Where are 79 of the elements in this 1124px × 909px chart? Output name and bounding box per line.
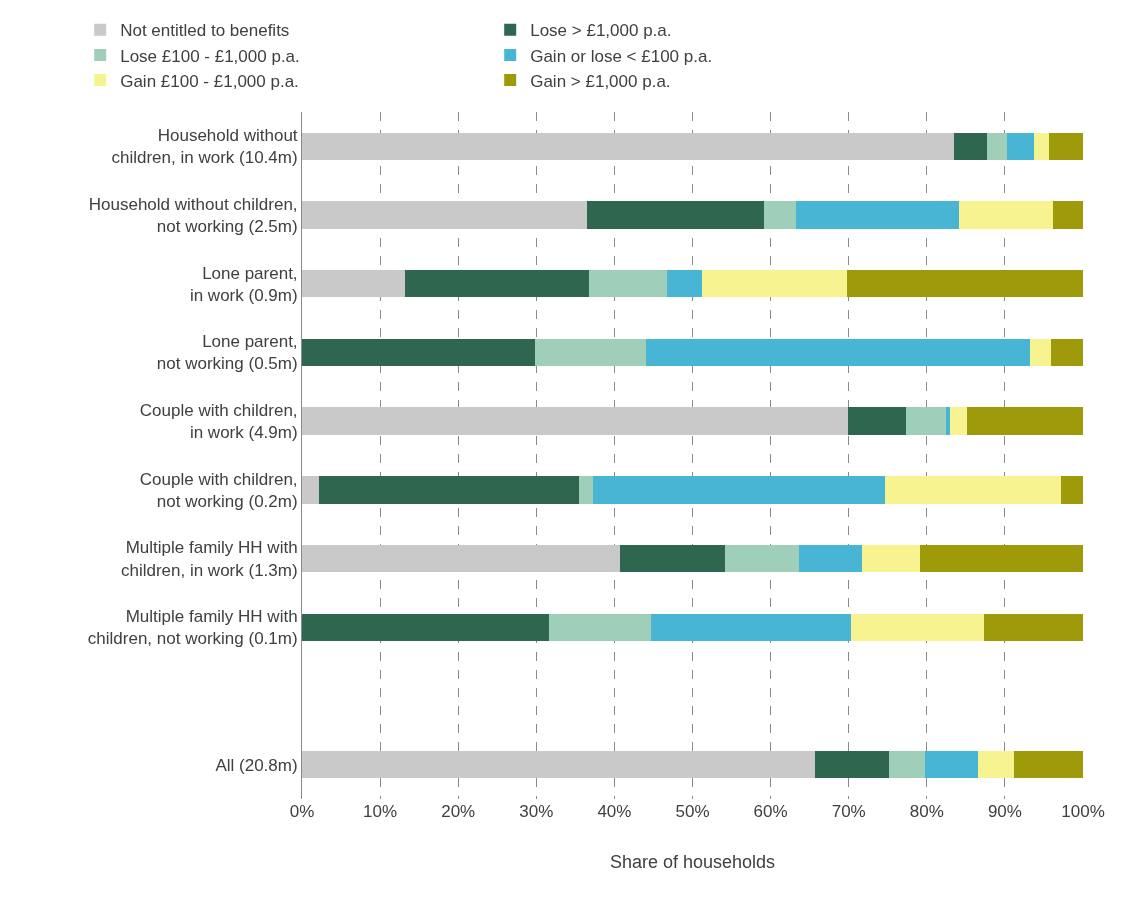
bar [725, 544, 799, 573]
bar [847, 270, 1083, 298]
bar [1050, 338, 1083, 367]
bar [302, 132, 955, 161]
bar [905, 407, 947, 435]
bar [851, 613, 984, 641]
bar [319, 476, 580, 504]
x-tick-label: 20% [441, 802, 476, 821]
y-tick-label: Lone parent, in work (0.9m) [189, 263, 298, 305]
bar [302, 544, 620, 573]
bar [919, 544, 1083, 573]
legend-label: Gain > £1,000 p.a. [530, 71, 671, 91]
bar [588, 270, 667, 298]
bar [701, 270, 848, 298]
y-tick-label: All (20.8m) [215, 755, 298, 775]
bar [1061, 476, 1083, 504]
bar [796, 201, 959, 229]
bar [548, 613, 652, 641]
bar [861, 544, 920, 573]
y-tick-label: Multiple family HH with children, in work (1.3m) [120, 538, 298, 580]
bar [651, 613, 852, 641]
x-tick-label: 30% [519, 802, 554, 821]
y-tick-label: Couple with children, not working (0.2m) [139, 469, 298, 511]
bar [302, 407, 848, 435]
bar [986, 132, 1008, 161]
bar [847, 407, 906, 435]
bar [587, 201, 765, 229]
x-tick-label: 50% [675, 802, 710, 821]
bar [302, 201, 588, 229]
bar [764, 201, 797, 229]
bar [1014, 750, 1083, 779]
x-tick-label: 90% [987, 802, 1022, 821]
x-tick-label: 40% [597, 802, 632, 821]
bar [405, 270, 589, 298]
x-axis-title: Share of households [609, 852, 776, 873]
bar [302, 476, 320, 504]
bar [1053, 201, 1083, 229]
legend-label: Gain £100 - £1,000 p.a. [120, 71, 299, 91]
legend-label: Lose > £1,000 p.a. [530, 21, 672, 41]
legend-label: Gain or lose < £100 p.a. [530, 46, 713, 66]
legend-label: Not entitled to benefits [120, 21, 290, 41]
y-tick-label: Household without children, not working (2.5m) [88, 194, 298, 237]
bar [1048, 132, 1083, 161]
bar [925, 750, 979, 779]
bar [983, 613, 1083, 641]
bar [302, 270, 406, 298]
bar [798, 544, 862, 573]
x-tick-label: 70% [831, 802, 866, 821]
bar [534, 338, 646, 367]
bar [302, 750, 816, 779]
bar [302, 613, 549, 641]
y-tick-label: Multiple family HH with children, not working (0.1m) [87, 607, 298, 649]
legend-label: Lose £100 - £1,000 p.a. [120, 46, 300, 66]
x-tick-label: 10% [363, 802, 398, 821]
bar [889, 750, 926, 779]
bar [1033, 132, 1049, 161]
bar [1007, 132, 1034, 161]
bar [884, 476, 1062, 504]
x-tick-label: 60% [753, 802, 788, 821]
bar [946, 407, 951, 435]
bar [645, 338, 1030, 367]
bar [666, 270, 702, 298]
bar [593, 476, 885, 504]
y-tick-label: Lone parent, not working (0.5m) [156, 332, 298, 374]
y-tick-label: Couple with children, in work (4.9m) [139, 401, 298, 443]
bar [619, 544, 726, 573]
bar [1029, 338, 1051, 367]
x-tick-label: 0% [289, 802, 315, 821]
x-tick-label: 100% [1061, 802, 1105, 821]
bar [954, 132, 987, 161]
bar [815, 750, 890, 779]
bar [302, 338, 535, 367]
bar [958, 201, 1054, 229]
bar [579, 476, 594, 504]
bar [950, 407, 967, 435]
bar [978, 750, 1015, 779]
x-tick-label: 80% [909, 802, 944, 821]
y-tick-label: Household without children, in work (10.4m) [111, 126, 298, 168]
bar [966, 407, 1083, 435]
